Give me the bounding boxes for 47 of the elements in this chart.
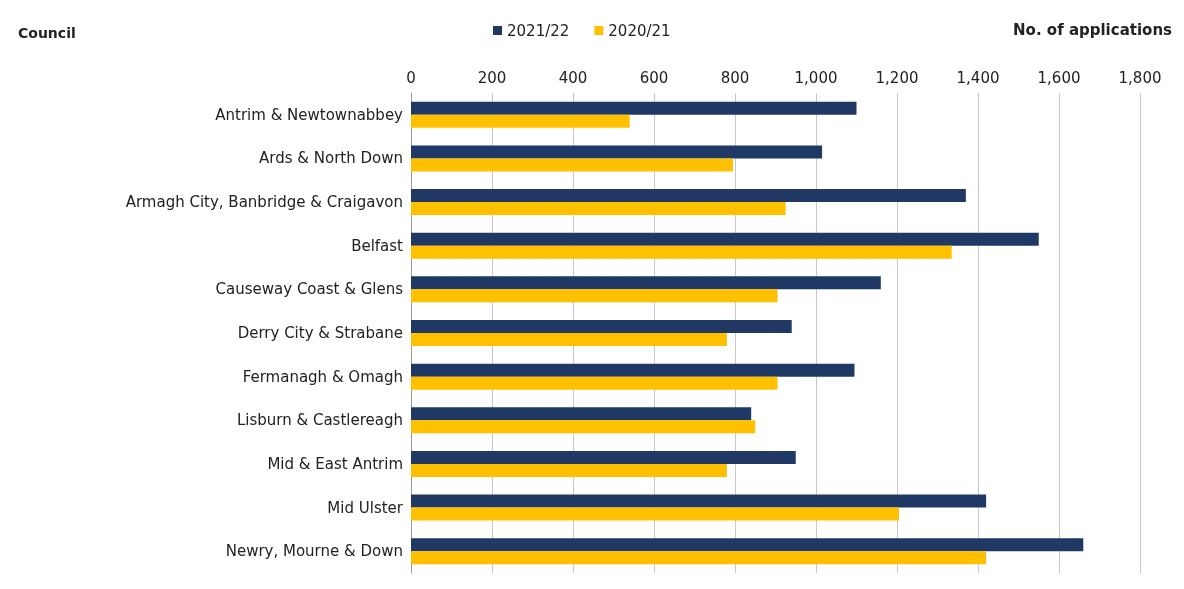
bar <box>411 333 727 346</box>
y-tick-label: Armagh City, Banbridge & Craigavon <box>125 193 403 212</box>
x-tick-label: 1,400 <box>956 68 1000 87</box>
legend-label: 2021/22 <box>507 21 570 40</box>
y-tick-label: Antrim & Newtownabbey <box>215 105 404 124</box>
y-tick-label: Belfast <box>351 236 404 255</box>
x-tick-label: 200 <box>477 68 507 87</box>
x-tick-label: 1,200 <box>875 68 919 87</box>
bar <box>411 363 855 377</box>
bar <box>411 289 778 303</box>
bar <box>411 101 857 115</box>
y-tick-label: Derry City & Strabane <box>237 324 403 342</box>
bar <box>411 494 987 508</box>
y-tick-label: Fermanagh & Omagh <box>242 367 403 386</box>
bar <box>411 507 900 521</box>
y-tick-label: Mid Ulster <box>327 498 404 517</box>
y-tick-label: Ards & North Down <box>259 149 403 168</box>
x-tick-label: 400 <box>558 68 588 87</box>
bar <box>411 114 630 128</box>
x-tick-label: 1,800 <box>1118 68 1162 87</box>
bar <box>411 202 786 216</box>
x-tick-label: 600 <box>639 68 669 87</box>
x-tick-label: 0 <box>406 68 416 87</box>
x-axis-title: No. of applications <box>1013 20 1173 39</box>
x-tick-label: 1,600 <box>1037 68 1081 87</box>
bar <box>411 538 1084 552</box>
y-tick-label: Causeway Coast & Glens <box>215 280 404 299</box>
legend-label: 2020/21 <box>608 21 671 40</box>
bar <box>411 245 952 259</box>
bar <box>411 145 823 159</box>
y-tick-label: Newry, Mourne & Down <box>225 542 403 561</box>
x-tick-label: 800 <box>720 68 750 87</box>
x-tick-label: 1,000 <box>794 68 838 87</box>
y-tick-label: Lisburn & Castlereagh <box>236 411 403 430</box>
bar <box>411 320 792 333</box>
bar <box>411 551 987 565</box>
bar <box>411 189 966 203</box>
bar <box>411 232 1039 246</box>
y-tick-label: Mid & East Antrim <box>267 454 403 473</box>
bar <box>411 463 727 477</box>
bar <box>411 407 752 421</box>
bar <box>411 420 756 434</box>
bar <box>411 276 881 290</box>
y-axis-title: Council <box>18 25 76 41</box>
bar <box>411 158 733 172</box>
bar <box>411 450 796 464</box>
bar <box>411 376 778 390</box>
